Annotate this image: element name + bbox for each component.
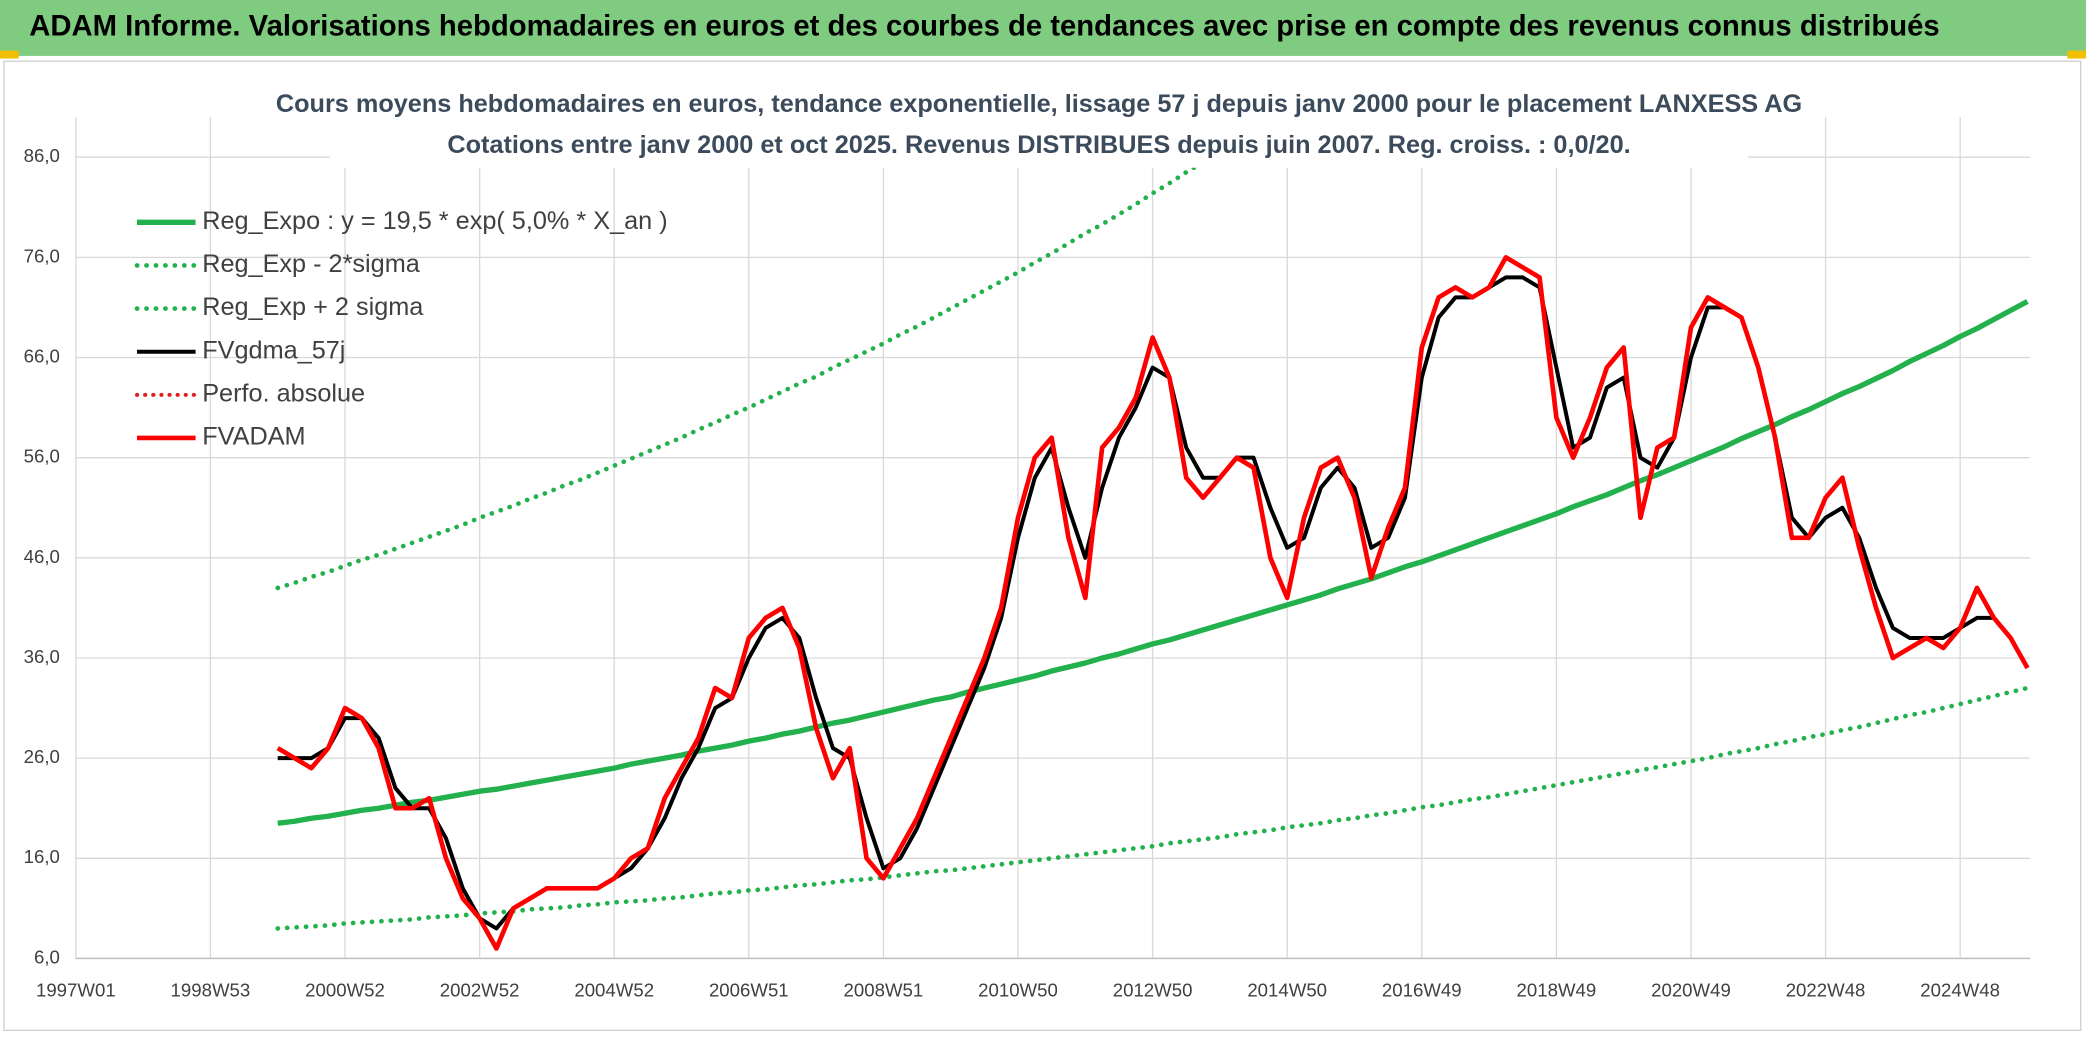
x-tick-label: 2014W50 bbox=[1247, 980, 1327, 1001]
y-tick-label: 66,0 bbox=[24, 345, 60, 366]
legend-label: Reg_Exp + 2 sigma bbox=[202, 293, 424, 321]
chart-title: Cours moyens hebdomadaires en euros, ten… bbox=[276, 90, 1802, 118]
series-line bbox=[275, 685, 2030, 931]
x-tick-label: 2004W52 bbox=[574, 980, 654, 1001]
series-line bbox=[276, 255, 2030, 951]
legend-label: Reg_Exp - 2*sigma bbox=[202, 250, 421, 278]
corner-mark bbox=[2067, 50, 2086, 59]
x-tick-label: 1997W01 bbox=[36, 980, 116, 1001]
chart-subtitle: Cotations entre janv 2000 et oct 2025. R… bbox=[447, 131, 1630, 159]
x-tick-label: 2008W51 bbox=[844, 980, 924, 1001]
x-tick-label: 2020W49 bbox=[1651, 980, 1731, 1001]
x-tick-label: 2016W49 bbox=[1382, 980, 1462, 1001]
chart-border bbox=[3, 60, 2082, 1032]
legend-label: FVgdma_57j bbox=[202, 336, 345, 364]
legend-label: FVADAM bbox=[202, 423, 305, 451]
y-tick-label: 86,0 bbox=[24, 145, 60, 166]
x-tick-label: 1998W53 bbox=[171, 980, 251, 1001]
x-tick-label: 2000W52 bbox=[305, 980, 385, 1001]
y-tick-label: 76,0 bbox=[24, 245, 60, 266]
x-tick-label: 2010W50 bbox=[978, 980, 1058, 1001]
legend-label: Reg_Expo : y = 19,5 * exp( 5,0% * X_an ) bbox=[202, 207, 667, 235]
x-tick-label: 2006W51 bbox=[709, 980, 789, 1001]
x-tick-label: 2012W50 bbox=[1113, 980, 1193, 1001]
y-tick-label: 36,0 bbox=[24, 646, 60, 667]
y-tick-label: 26,0 bbox=[24, 746, 60, 767]
y-tick-label: 46,0 bbox=[24, 546, 60, 567]
x-tick-label: 2022W48 bbox=[1786, 980, 1866, 1001]
x-tick-label: 2002W52 bbox=[440, 980, 520, 1001]
series-line bbox=[275, 114, 1281, 591]
x-tick-label: 2018W49 bbox=[1517, 980, 1597, 1001]
corner-mark bbox=[0, 50, 19, 59]
legend-label: Perfo. absolue bbox=[202, 379, 365, 407]
y-tick-label: 6,0 bbox=[34, 946, 60, 967]
series-line bbox=[277, 299, 2029, 826]
x-tick-label: 2024W48 bbox=[1920, 980, 2000, 1001]
y-tick-label: 56,0 bbox=[24, 446, 60, 467]
title-backdrop bbox=[329, 85, 1749, 168]
y-tick-label: 16,0 bbox=[24, 846, 60, 867]
banner-band bbox=[0, 0, 2086, 56]
plot-area bbox=[275, 114, 2030, 951]
legend: Reg_Expo : y = 19,5 * exp( 5,0% * X_an )… bbox=[134, 207, 668, 451]
banner-title: ADAM Informe. Valorisations hebdomadaire… bbox=[29, 11, 1939, 43]
